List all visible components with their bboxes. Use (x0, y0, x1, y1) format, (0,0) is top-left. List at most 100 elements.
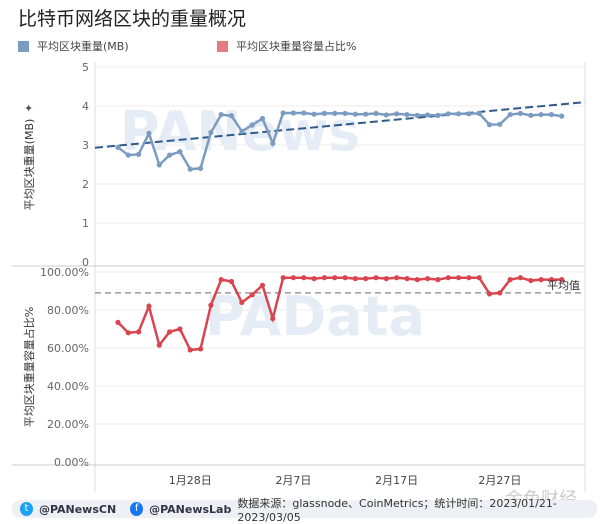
y-tick-label: 20.00% (47, 418, 89, 431)
y-tick-label: 0 (82, 256, 89, 269)
y-tick-label: 0.00% (54, 456, 89, 469)
data-point (342, 110, 348, 117)
data-point (197, 165, 204, 171)
twitter-handle: @PANewsCN (38, 502, 117, 516)
data-point (311, 111, 317, 117)
data-point (455, 111, 462, 117)
data-point (486, 122, 493, 128)
data-point (249, 292, 255, 298)
twitter-icon: t (20, 502, 33, 516)
data-point (239, 128, 245, 134)
data-point (445, 275, 451, 281)
legend-swatch-red (217, 40, 228, 52)
data-point (280, 110, 286, 116)
data-point (218, 277, 224, 283)
legend-label: 平均区块重量容量占比% (236, 40, 357, 53)
data-point (363, 276, 369, 282)
data-point (528, 112, 534, 118)
data-point (146, 303, 152, 309)
trend-line (94, 101, 586, 149)
data-point (311, 276, 317, 282)
y-tick-label: 3 (82, 139, 89, 152)
data-point (548, 277, 555, 283)
data-point (290, 275, 297, 281)
data-point (332, 275, 338, 281)
x-tick-label: 2月27日 (478, 474, 521, 487)
y-tick-label: 100.00% (40, 266, 89, 279)
data-point (476, 110, 482, 117)
data-point (455, 275, 462, 281)
data-point (414, 277, 420, 283)
data-point (497, 290, 503, 296)
data-point (156, 162, 162, 168)
data-point (486, 291, 493, 297)
data-point (125, 330, 131, 336)
data-point (425, 276, 431, 282)
legend-label: 平均区块重量(MB) (37, 40, 129, 53)
watermark-padata: PAData (205, 285, 425, 348)
data-point (290, 110, 297, 116)
data-point (177, 326, 183, 332)
facebook-icon: f (130, 502, 144, 516)
data-point (301, 275, 307, 281)
data-point (156, 342, 162, 348)
data-point (259, 282, 266, 288)
y-axis-title: 平均区块重量容量占比% (22, 307, 36, 427)
data-point (528, 277, 534, 284)
data-point (517, 275, 524, 281)
data-point (136, 329, 142, 335)
y-tick-label: 1 (82, 217, 89, 230)
x-tick-label: 2月7日 (275, 474, 311, 487)
data-point (414, 112, 420, 118)
x-tick-label: 1月28日 (169, 474, 212, 487)
data-point (559, 113, 565, 119)
data-point (538, 277, 544, 283)
data-point (270, 315, 276, 322)
data-point (435, 112, 441, 118)
data-point (559, 277, 565, 283)
data-point (301, 110, 307, 116)
legend-item-block-weight: 平均区块重量(MB) (18, 38, 129, 54)
y-tick-label: 4 (82, 100, 89, 113)
data-point (228, 278, 235, 285)
data-point (167, 329, 173, 335)
data-point (394, 275, 400, 281)
data-point (404, 276, 410, 282)
data-point (167, 152, 173, 158)
data-point (208, 129, 214, 136)
data-point (342, 275, 348, 281)
footer: t @PANewsCN f @PANewsLab 数据来源：glassnode、… (12, 497, 597, 524)
data-point (507, 277, 513, 283)
data-point (352, 111, 358, 117)
data-point (321, 275, 327, 281)
chart-title: 比特币网络区块的重量概况 (18, 8, 247, 30)
data-point (270, 140, 276, 147)
data-point (466, 275, 472, 281)
data-point (517, 110, 524, 117)
data-point (404, 111, 410, 118)
pin-icon: ✦ (24, 102, 33, 115)
y-tick-label: 80.00% (47, 304, 89, 317)
data-point (548, 111, 555, 118)
data-point (146, 130, 152, 136)
data-point (425, 112, 431, 118)
data-point (352, 276, 358, 282)
data-point (332, 110, 338, 117)
data-point (394, 111, 400, 117)
data-point (115, 144, 121, 150)
y-tick-label: 40.00% (47, 380, 89, 393)
watermark-jinse: 金色财经 (505, 489, 577, 500)
average-label: 平均值 (547, 279, 580, 292)
source-text: 数据来源：glassnode、CoinMetrics；统计时间：2023/01/… (237, 496, 557, 524)
data-point (321, 110, 327, 117)
data-point (259, 115, 266, 122)
legend-item-capacity-ratio: 平均区块重量容量占比% (217, 38, 356, 54)
data-point (228, 113, 235, 119)
facebook-handle: @PANewsLab (149, 502, 232, 516)
data-point (373, 275, 379, 281)
data-point (197, 346, 204, 352)
data-point (476, 275, 482, 281)
y-tick-label: 60.00% (47, 342, 89, 355)
data-point (115, 319, 121, 325)
data-point (249, 122, 255, 128)
